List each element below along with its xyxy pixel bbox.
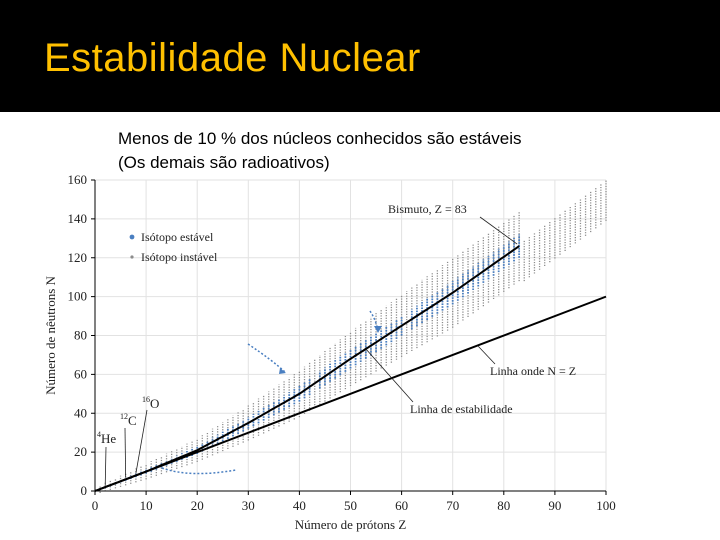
y-tick-label: 0	[81, 483, 88, 498]
stability-band-layer	[99, 180, 607, 493]
nuclide-chart: 0 10 20 30 40 50 60 70 80 90 100 0 20 40 60 80 100 120 140…	[43, 172, 616, 532]
stability-line	[94, 245, 520, 492]
legend-label-stable: Isótopo estável	[141, 230, 214, 244]
x-tick-label: 30	[242, 498, 255, 513]
axis-layer: 0 10 20 30 40 50 60 70 80 90 100 0 20 40 60 80 100 120 140…	[43, 172, 616, 532]
stability-line-label: Linha de estabilidade	[410, 402, 513, 416]
bismuth-label: Bismuto, Z = 83	[388, 202, 467, 216]
y-tick-label: 120	[68, 250, 88, 265]
helium-4-symbol: He	[101, 431, 116, 446]
y-tick-label: 60	[74, 366, 87, 381]
y-tick-label: 140	[68, 211, 88, 226]
x-tick-label: 50	[344, 498, 357, 513]
alpha-decay-arrow	[369, 310, 379, 332]
x-tick-label: 10	[140, 498, 153, 513]
n-equals-z-line	[94, 295, 607, 492]
x-tick-label: 70	[446, 498, 459, 513]
y-axis-title: Número de nêutrons N	[43, 276, 58, 395]
helium-4-pointer	[104, 446, 107, 486]
positron-decay-arrow	[161, 467, 237, 475]
carbon-12-symbol: C	[128, 413, 137, 428]
carbon-12-label: 12C	[120, 412, 137, 428]
line-layer	[94, 245, 607, 492]
oxygen-16-pointer	[135, 409, 148, 474]
x-axis-title: Número de prótons Z	[295, 517, 407, 532]
x-tick-label: 0	[92, 498, 99, 513]
bismuth-pointer	[479, 216, 518, 245]
title-bar	[0, 0, 720, 112]
x-tick-label: 20	[191, 498, 204, 513]
legend-marker-stable	[129, 234, 135, 240]
subtitle-line-1: Menos de 10 % dos núcleos conhecidos são…	[118, 129, 522, 148]
oxygen-16-symbol: O	[150, 396, 159, 411]
x-tick-label: 60	[395, 498, 408, 513]
y-tick-label: 160	[68, 172, 88, 187]
stability-line-pointer	[365, 348, 414, 403]
oxygen-16-label: 16O	[142, 395, 159, 411]
slide-title: Estabilidade Nuclear	[44, 36, 421, 80]
y-tick-label: 80	[74, 328, 87, 343]
n-equals-z-pointer	[477, 345, 496, 365]
n-equals-z-label: Linha onde N = Z	[490, 364, 576, 378]
helium-4-mass: 4	[97, 430, 101, 439]
legend-label-unstable: Isótopo instável	[141, 250, 218, 264]
beta-decay-arrowhead	[279, 368, 286, 374]
carbon-12-pointer	[124, 427, 127, 478]
subtitle-line-2: (Os demais são radioativos)	[118, 153, 330, 172]
x-tick-label: 80	[497, 498, 510, 513]
x-tick-label: 90	[548, 498, 561, 513]
y-tick-label: 20	[74, 444, 87, 459]
oxygen-16-mass: 16	[142, 395, 150, 404]
legend-marker-unstable	[130, 255, 134, 259]
helium-4-label: 4He	[97, 430, 116, 446]
beta-decay-arrow	[247, 343, 286, 373]
y-tick-label: 40	[74, 405, 87, 420]
carbon-12-mass: 12	[120, 412, 128, 421]
x-tick-label: 100	[596, 498, 616, 513]
x-tick-label: 40	[293, 498, 306, 513]
alpha-decay-arrowhead	[374, 326, 382, 333]
y-tick-label: 100	[68, 289, 88, 304]
annotation-layer: Isótopo estável Isótopo instável Bismuto, …	[97, 202, 576, 486]
